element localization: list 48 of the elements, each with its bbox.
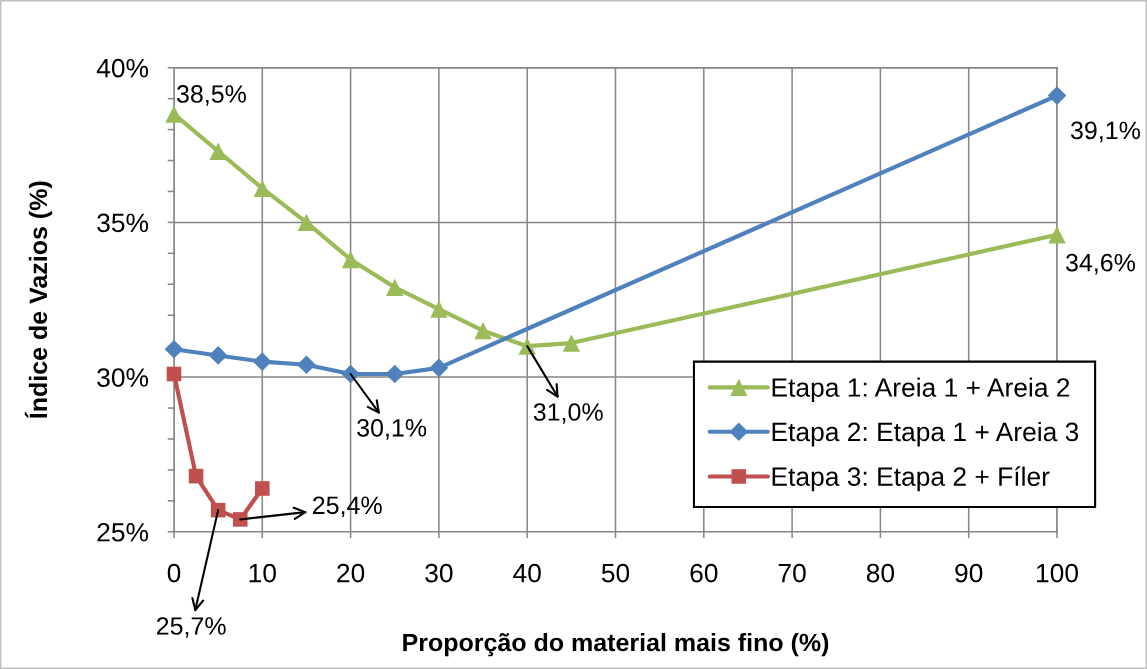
legend-label: Etapa 3: Etapa 2 + Fíler bbox=[772, 466, 1050, 492]
data-label: 39,1% bbox=[1070, 121, 1140, 143]
point bbox=[385, 364, 405, 384]
point bbox=[474, 322, 492, 340]
x-tick-label: 100 bbox=[1037, 563, 1078, 583]
x-tick-label: 0 bbox=[167, 563, 181, 583]
point bbox=[429, 358, 449, 378]
point bbox=[297, 355, 316, 375]
data-label: 34,6% bbox=[1065, 253, 1135, 275]
legend-label: Etapa 2: Etapa 1 + Areia 3 bbox=[772, 421, 1079, 447]
point bbox=[1048, 226, 1066, 244]
x-tick-label: 10 bbox=[249, 563, 276, 583]
x-axis-title: Proporção do material mais fino (%) bbox=[403, 632, 829, 657]
x-tick-label: 30 bbox=[425, 563, 453, 583]
data-label: 31,0% bbox=[533, 403, 603, 424]
point bbox=[1047, 86, 1067, 105]
y-tick-label: 25% bbox=[97, 522, 149, 542]
point bbox=[166, 366, 182, 382]
y-tick-label: 40% bbox=[96, 58, 149, 78]
point bbox=[209, 142, 227, 160]
point bbox=[188, 468, 204, 484]
x-tick-label: 40 bbox=[513, 563, 541, 583]
point bbox=[208, 346, 228, 365]
x-tick-label: 50 bbox=[601, 563, 630, 583]
data-label: 25,4% bbox=[313, 496, 382, 518]
y-axis-title: Índice de Vazios (%) bbox=[24, 181, 53, 418]
point bbox=[252, 352, 272, 371]
point bbox=[253, 179, 271, 198]
point bbox=[430, 300, 448, 318]
data-label: 38,5% bbox=[176, 85, 246, 106]
point bbox=[386, 278, 404, 297]
point bbox=[165, 105, 183, 123]
point bbox=[255, 481, 270, 496]
y-tick-label: 30% bbox=[97, 368, 149, 387]
x-tick-label: 20 bbox=[337, 563, 365, 583]
data-label: 25,7% bbox=[156, 617, 226, 638]
x-tick-label: 60 bbox=[690, 563, 718, 583]
legend-label: Etapa 1: Areia 1 + Areia 2 bbox=[772, 377, 1070, 403]
x-tick-label: 70 bbox=[778, 563, 806, 583]
point bbox=[164, 339, 184, 359]
point bbox=[232, 512, 248, 527]
point bbox=[297, 213, 316, 232]
y-tick-label: 35% bbox=[97, 213, 149, 233]
data-label: 30,1% bbox=[357, 419, 427, 440]
point bbox=[562, 334, 581, 352]
point bbox=[341, 250, 360, 269]
x-tick-label: 80 bbox=[866, 563, 895, 583]
x-tick-label: 90 bbox=[955, 563, 983, 583]
